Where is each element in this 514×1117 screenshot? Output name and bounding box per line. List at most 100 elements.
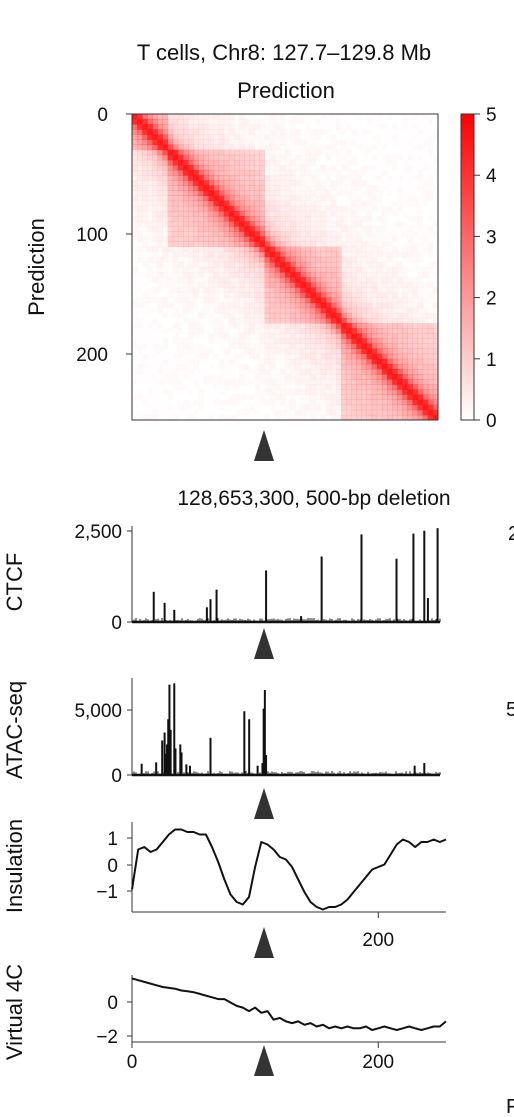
heatmap-cell	[249, 119, 255, 125]
heatmap-cell	[137, 190, 143, 196]
heatmap-cell	[147, 400, 153, 406]
heatmap-cell	[311, 114, 317, 120]
heatmap-cell	[341, 302, 347, 309]
heatmap-cell	[325, 251, 332, 258]
heatmap-cell	[260, 114, 266, 120]
heatmap-cell	[285, 400, 291, 406]
heatmap-cell	[172, 170, 179, 176]
heatmap-cell	[193, 236, 199, 242]
heatmap-cell	[254, 246, 260, 253]
heatmap-cell	[392, 175, 398, 181]
heatmap-cell	[295, 292, 301, 298]
heatmap-cell	[427, 348, 434, 355]
heatmap-cell	[218, 241, 225, 247]
heatmap-cell	[418, 221, 424, 227]
heatmap-cell	[341, 318, 347, 324]
heatmap-cell	[234, 149, 240, 156]
heatmap-cell	[269, 205, 276, 212]
heatmap-cell	[422, 328, 429, 334]
heatmap-cell	[321, 140, 327, 146]
heatmap-cell	[249, 364, 255, 370]
heatmap-cell	[366, 389, 373, 395]
heatmap-cell	[285, 155, 291, 161]
heatmap-cell	[300, 410, 306, 416]
heatmap-cell	[361, 312, 367, 319]
heatmap-cell	[351, 216, 357, 222]
heatmap-cell	[336, 363, 342, 370]
heatmap-cell	[157, 170, 163, 176]
heatmap-cell	[147, 154, 153, 161]
heatmap-cell	[362, 134, 368, 140]
heatmap-cell	[142, 359, 148, 365]
heatmap-cell	[274, 159, 281, 166]
heatmap-cell	[351, 379, 357, 385]
heatmap-cell	[295, 134, 301, 140]
heatmap-cell	[392, 180, 398, 186]
heatmap-cell	[310, 369, 316, 375]
heatmap-cell	[239, 323, 245, 329]
heatmap-cell	[351, 394, 357, 400]
heatmap-cell	[295, 231, 301, 237]
heatmap-cell	[152, 333, 158, 339]
heatmap-cell	[193, 154, 199, 161]
heatmap-cell	[279, 226, 286, 232]
heatmap-cell	[366, 379, 373, 385]
heatmap-cell	[203, 236, 209, 242]
heatmap-cell	[331, 389, 337, 395]
heatmap-cell	[162, 185, 169, 191]
heatmap-cell	[203, 195, 209, 202]
heatmap-cell	[418, 145, 424, 151]
heatmap-cell	[366, 363, 373, 370]
heatmap-cell	[167, 129, 174, 135]
heatmap-cell	[213, 210, 220, 217]
heatmap-cell	[320, 297, 327, 304]
heatmap-cell	[223, 221, 230, 227]
heatmap-cell	[407, 134, 413, 140]
heatmap-cell	[330, 210, 337, 217]
heatmap-cell	[397, 216, 403, 222]
heatmap-cell	[407, 409, 413, 416]
heatmap-cell	[366, 307, 373, 314]
heatmap-cell	[382, 134, 388, 140]
heatmap-cell	[152, 328, 158, 334]
heatmap-cell	[351, 369, 357, 375]
heatmap-cell	[173, 318, 179, 324]
heatmap-cell	[249, 216, 255, 222]
heatmap-cell	[326, 400, 332, 406]
heatmap-cell	[305, 170, 311, 176]
heatmap-cell	[137, 328, 143, 334]
heatmap-cell	[326, 180, 332, 186]
heatmap-cell	[392, 216, 398, 222]
heatmap-cell	[351, 399, 357, 406]
heatmap-cell	[402, 226, 408, 232]
heatmap-cell	[279, 246, 286, 253]
heatmap-cell	[402, 409, 408, 416]
heatmap-cell	[330, 246, 337, 253]
heatmap-cell	[142, 185, 148, 191]
heatmap-cell	[285, 210, 291, 217]
heatmap-cell	[188, 287, 194, 293]
heatmap-cell	[305, 210, 311, 217]
heatmap-cell	[325, 277, 332, 283]
heatmap-cell	[269, 251, 276, 258]
heatmap-cell	[336, 216, 342, 222]
heatmap-cell	[269, 363, 276, 370]
heatmap-cell	[162, 236, 169, 242]
heatmap-cell	[330, 394, 337, 400]
heatmap-cell	[132, 134, 138, 140]
heatmap-cell	[366, 261, 373, 268]
heatmap-cell	[193, 405, 199, 411]
heatmap-cell	[177, 119, 184, 125]
heatmap-cell	[152, 119, 158, 125]
heatmap-cell	[423, 303, 429, 309]
heatmap-cell	[193, 384, 199, 390]
heatmap-cell	[269, 241, 276, 247]
heatmap-cell	[367, 170, 373, 176]
heatmap-cell	[310, 277, 316, 283]
heatmap-cell	[158, 303, 164, 309]
heatmap-cell	[158, 313, 164, 319]
heatmap-cell	[315, 267, 322, 273]
heatmap-cell	[249, 302, 255, 309]
heatmap-cell	[417, 379, 424, 385]
